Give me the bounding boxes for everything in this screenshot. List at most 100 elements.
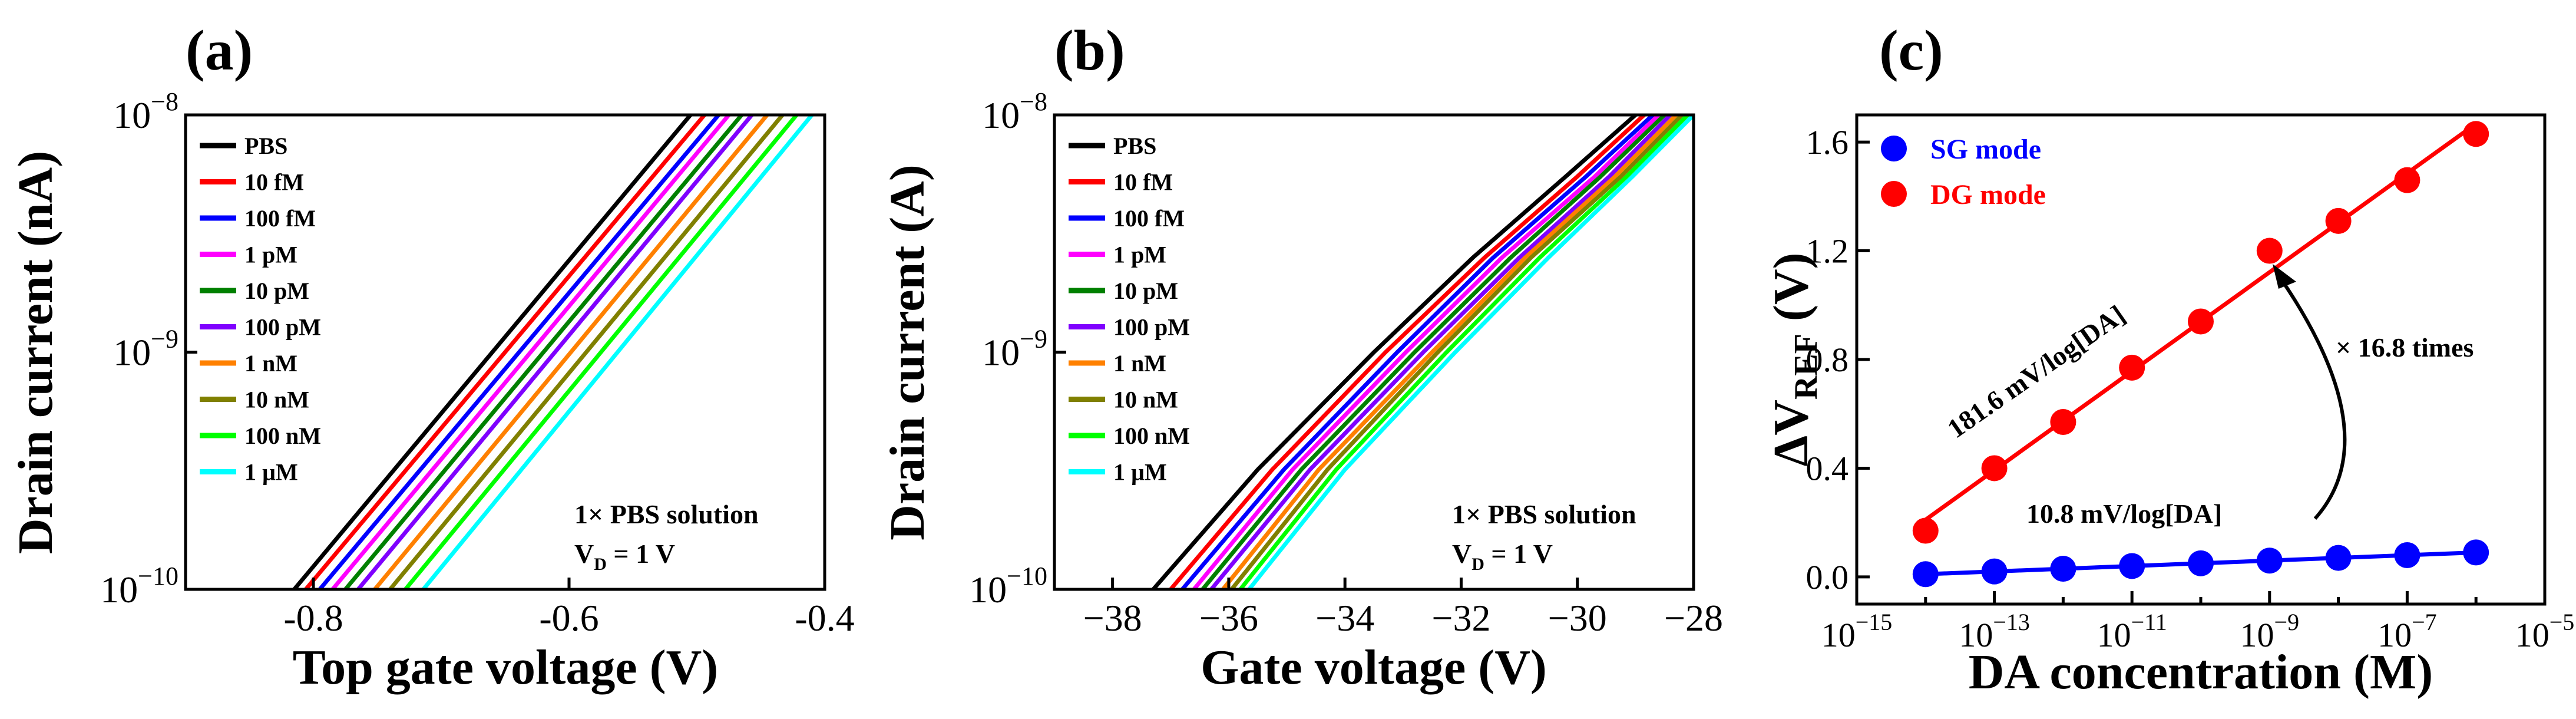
panel-a-legend-label-1-pm: 1 pM (244, 242, 297, 268)
panel-c-legend: SG mode DG mode (1881, 134, 2046, 210)
panel-c-label: (c) (1879, 19, 1943, 83)
panel-b-legend-label-1-um: 1 µM (1113, 459, 1167, 486)
panel-b: (b) −38 −36 −34 −32 −30 −28 10−10 10−9 10−8 Gat… (880, 19, 1723, 695)
panel-a-series-100-pm (356, 113, 753, 591)
panel-c-x-tick-label: 10−13 (1959, 609, 2030, 654)
panel-c-point-sg-mode (2325, 545, 2352, 571)
panel-b-y-tick-label: 10−8 (982, 87, 1047, 136)
panel-a-annotation-solution: 1× PBS solution (574, 499, 759, 529)
panel-b-annotation-solution: 1× PBS solution (1452, 499, 1636, 529)
panel-a-legend-label-1-um: 1 µM (244, 459, 298, 486)
panel-b-series-group (1152, 113, 1695, 591)
panel-c-point-dg-mode (2256, 238, 2283, 264)
panel-b-series-pbs (1152, 113, 1637, 591)
panel-b-legend-label-1-nm: 1 nM (1113, 350, 1166, 377)
panel-a-x-tick-label: -0.6 (539, 597, 598, 639)
panel-c-point-dg-mode (2325, 207, 2352, 234)
panel-a-series-1-pm (330, 113, 730, 591)
panel-c-x-tick-label: 10−7 (2377, 609, 2437, 654)
panel-c-dg-slope-annotation: 181.6 mV/log[DA] (1942, 299, 2130, 444)
panel-b-series-1-um (1247, 113, 1695, 591)
panel-b-series-1-nm (1221, 113, 1678, 591)
panel-b-x-tick-label: −30 (1548, 597, 1607, 639)
panel-b-legend-label-100-fm: 100 fM (1113, 205, 1185, 232)
panel-b-x-tick-label: −32 (1431, 597, 1490, 639)
panel-a-legend: PBS 10 fM 100 fM 1 pM 10 pM 100 pM 1 nM 10 nM 10… (200, 133, 321, 486)
panel-b-x-tick-label: −36 (1199, 597, 1258, 639)
panel-b-annotation-vd: VD = 1 V (1452, 539, 1553, 574)
panel-c-points (1912, 121, 2489, 588)
panel-a-legend-label-10-fm: 10 fM (244, 169, 304, 196)
panel-c-point-sg-mode (2119, 553, 2145, 579)
panel-a-x-tick-label: -0.8 (283, 597, 343, 639)
panel-c-point-dg-mode (1912, 517, 1939, 544)
panel-b-x-axis-label: Gate voltage (V) (1201, 640, 1547, 695)
panel-b-legend-label-10-fm: 10 fM (1113, 169, 1173, 196)
panel-a-series-1-nm (373, 113, 769, 591)
panel-a-series-pbs (292, 113, 692, 591)
panel-c-legend-label-sg-mode: SG mode (1930, 134, 2041, 165)
panel-c-x-ticks: 10−15 10−13 10−11 10−9 10−7 10−5 (1821, 591, 2575, 654)
panel-c-point-sg-mode (1981, 558, 2008, 585)
panel-c-point-sg-mode (2394, 542, 2420, 568)
panel-c-legend-marker-dg-mode (1881, 181, 1907, 207)
panel-b-y-tick-label: 10−9 (982, 325, 1047, 374)
panel-a-series-100-fm (318, 113, 720, 591)
panel-c-point-sg-mode (1912, 561, 1939, 588)
panel-c-legend-marker-sg-mode (1881, 136, 1907, 161)
panel-c-y-tick-label: 0.4 (1806, 449, 1849, 487)
panel-c-point-sg-mode (2050, 556, 2076, 582)
panel-b-x-tick-label: −38 (1083, 597, 1142, 639)
panel-c-ratio-arrowhead (2273, 264, 2296, 289)
panel-b-legend-label-100-nm: 100 nM (1113, 423, 1190, 449)
panel-b-legend-label-10-nm: 10 nM (1113, 387, 1178, 413)
panel-a-legend-label-1-nm: 1 nM (244, 350, 297, 377)
panel-c-y-tick-label: 0.8 (1806, 341, 1849, 379)
panel-c-y-axis-label: ΔVREF (V) (1764, 253, 1824, 467)
panel-a-y-ticks: 10−10 10−9 10−8 (100, 87, 197, 611)
panel-c-y-tick-label: 1.2 (1806, 232, 1849, 271)
panel-c-x-tick-label: 10−15 (1821, 609, 1893, 654)
panel-b-series-100-pm (1209, 113, 1672, 591)
panel-c-x-tick-label: 10−9 (2240, 609, 2300, 654)
panel-b-series-10-fm (1169, 113, 1646, 591)
panel-b-series-1-pm (1192, 113, 1661, 591)
panel-c-x-tick-label: 10−5 (2515, 609, 2575, 654)
panel-c-point-dg-mode (2119, 354, 2145, 381)
panel-c-legend-label-dg-mode: DG mode (1930, 179, 2046, 210)
panel-a-series-1-um (421, 113, 814, 591)
panel-c-point-dg-mode (2188, 308, 2214, 335)
panel-c-point-dg-mode (2394, 167, 2420, 193)
panel-a-legend-label-10-pm: 10 pM (244, 278, 309, 304)
panel-c-y-tick-label: 0.0 (1806, 558, 1849, 596)
panel-a-x-tick-label: -0.4 (795, 597, 854, 639)
panel-c-point-dg-mode (1981, 455, 2008, 481)
panel-c-point-sg-mode (2463, 539, 2489, 566)
panel-b-series-100-nm (1238, 113, 1689, 591)
panel-b-legend-label-100-pm: 100 pM (1113, 314, 1190, 341)
panel-a-series-group (292, 113, 814, 591)
panel-b-x-tick-label: −28 (1664, 597, 1723, 639)
panel-b-x-ticks: −38 −36 −34 −32 −30 −28 (1083, 578, 1723, 639)
panel-b-label: (b) (1054, 19, 1125, 83)
panel-a-legend-label-100-pm: 100 pM (244, 314, 321, 341)
panel-b-legend-label-10-pm: 10 pM (1113, 278, 1178, 304)
panel-b-x-tick-label: −34 (1315, 597, 1374, 639)
panel-a-y-tick-label: 10−8 (113, 87, 178, 136)
panel-a-annotation-vd: VD = 1 V (574, 539, 675, 574)
panel-a-series-10-pm (343, 113, 743, 591)
panel-c-point-sg-mode (2188, 550, 2214, 576)
panel-c-point-dg-mode (2463, 121, 2489, 147)
panel-a-series-10-fm (304, 113, 706, 591)
panel-a-x-ticks: -0.8 -0.6 -0.4 (283, 578, 855, 639)
panel-a-label: (a) (186, 19, 253, 83)
panel-a-legend-label-100-nm: 100 nM (244, 423, 321, 449)
panel-b-series-10-pm (1201, 113, 1666, 591)
panel-b-series-100-fm (1180, 113, 1655, 591)
panel-c: (c) 10−15 10−13 10−11 10−9 10−7 10−5 0.0 0.4 0.… (1764, 19, 2574, 700)
panel-c-x-tick-label: 10−11 (2097, 609, 2167, 654)
panel-a-legend-label-pbs: PBS (244, 133, 287, 159)
panel-c-ratio-annotation: × 16.8 times (2336, 332, 2474, 362)
panel-a-y-tick-label: 10−9 (113, 325, 178, 374)
